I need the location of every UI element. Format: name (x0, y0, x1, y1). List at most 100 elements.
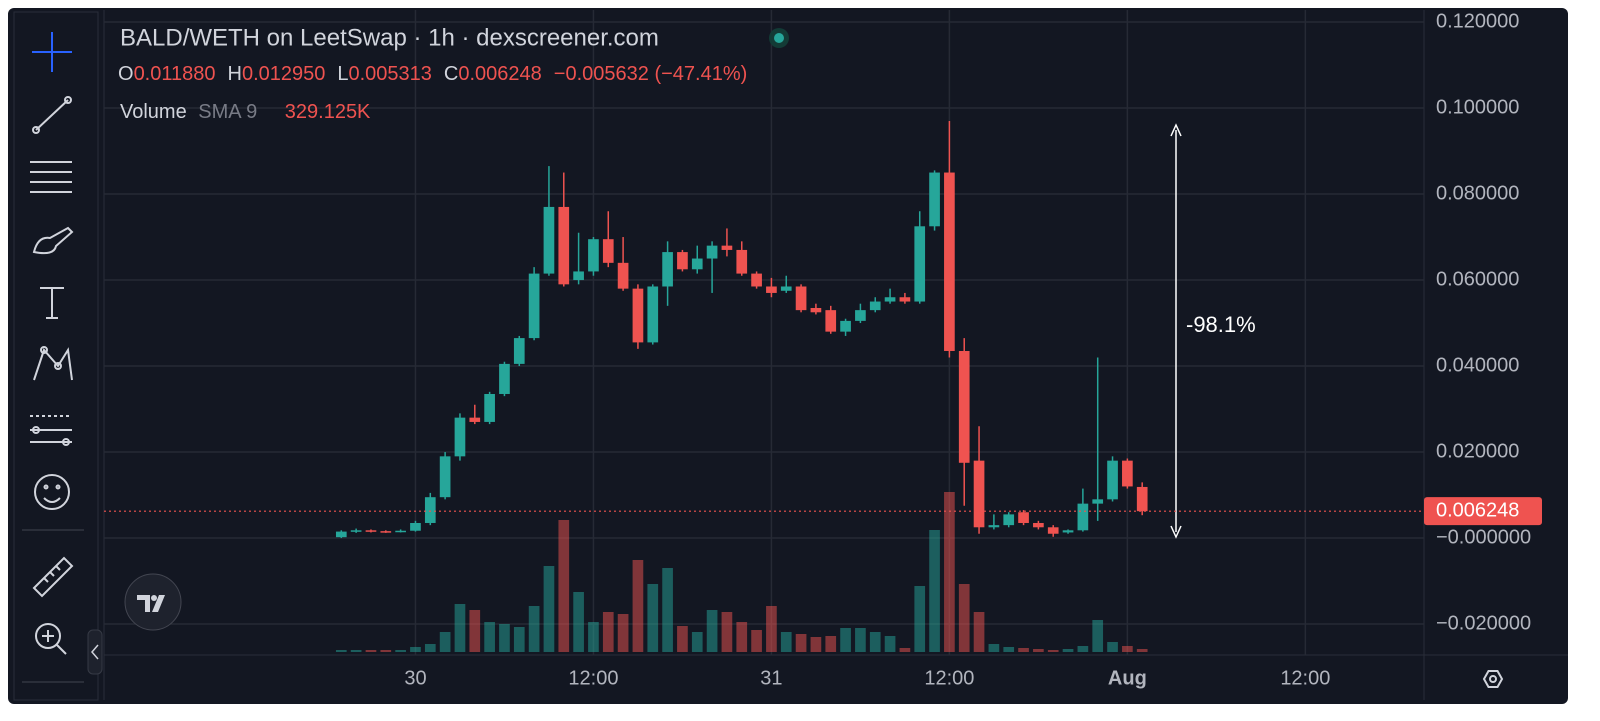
pattern-icon[interactable] (33, 346, 73, 381)
candle-body (1033, 522, 1044, 528)
volume-bar (573, 592, 584, 652)
volume-bar (721, 612, 733, 652)
volume-bar (543, 566, 555, 652)
candle-body (899, 297, 911, 302)
emoji-icon[interactable] (34, 474, 70, 510)
volume-name: Volume (120, 101, 187, 123)
candle-body (395, 530, 406, 533)
volume-bar (1077, 646, 1089, 652)
crosshair-icon[interactable] (32, 32, 72, 72)
zoom-icon[interactable] (35, 623, 67, 655)
candle-body (944, 172, 955, 351)
y-tick-label: 0.120000 (1436, 10, 1519, 32)
candle-body (350, 530, 362, 532)
volume-bar (1122, 646, 1133, 652)
x-tick-label: 31 (760, 667, 782, 689)
y-tick-label: 0.040000 (1436, 354, 1519, 376)
candle-body (647, 286, 659, 343)
volume-bar (914, 586, 926, 652)
ohlc-legend: O0.011880 H0.012950 L0.005313 C0.006248 −0.0… (118, 63, 747, 85)
settings-center[interactable] (1489, 675, 1497, 683)
candle-body (1136, 486, 1148, 512)
candle-body (454, 417, 466, 457)
volume-bar (766, 606, 777, 652)
candle-body (973, 460, 985, 528)
candle-body (929, 172, 940, 227)
volume-bar (424, 644, 436, 652)
volume-bar (499, 624, 510, 652)
candle-body (1107, 460, 1118, 500)
candle-body (499, 363, 510, 394)
volume-bar (454, 604, 466, 652)
candle-body (1077, 503, 1089, 531)
fib-icon[interactable] (30, 161, 72, 193)
candle-body (424, 497, 436, 523)
candle-body (1047, 527, 1059, 534)
candle-body (602, 239, 614, 263)
candle-body (662, 252, 673, 287)
candle-body (617, 262, 629, 289)
volume-bar (855, 628, 866, 652)
volume-bar (528, 606, 540, 652)
candle-body (380, 531, 392, 533)
ohlc-value: 0.005313 (349, 63, 432, 85)
collapse-arrow[interactable] (91, 644, 99, 660)
volume-bar (958, 584, 970, 652)
candle-body (1062, 530, 1074, 533)
collapse-toggle[interactable] (87, 629, 103, 675)
candle-body (677, 252, 688, 270)
logo-badge (124, 573, 182, 631)
volume-value: 329.125K (285, 101, 371, 123)
candle-body (588, 239, 599, 272)
x-tick-label: 30 (404, 667, 426, 689)
last-price-tag (1424, 497, 1542, 526)
settings-hex[interactable] (1482, 670, 1504, 688)
candle-body (365, 530, 377, 532)
candle-body (884, 297, 896, 302)
volume-bar (380, 650, 392, 652)
settings-icon[interactable] (1482, 670, 1504, 688)
candle-body (335, 531, 347, 538)
volume-bar (1018, 648, 1029, 652)
candle-body (513, 338, 525, 364)
ohlc-value: 0.012950 (242, 63, 325, 85)
volume-bar (840, 628, 851, 652)
candle-body (958, 350, 970, 463)
candle-body (825, 310, 837, 332)
ohlc-value: 0.011880 (134, 63, 216, 85)
trendline-icon[interactable] (32, 96, 72, 134)
candle-body (721, 245, 733, 250)
volume-bar (602, 612, 614, 652)
candle-body (736, 249, 748, 274)
candle-body (484, 393, 495, 422)
volume-bar (335, 650, 347, 652)
volume-bar (558, 520, 570, 652)
candle-body (810, 307, 822, 313)
ohlc-change: −0.005632 (−47.41%) (554, 63, 748, 85)
volume-bar (632, 560, 644, 652)
volume-bar (691, 632, 703, 652)
candle-body (632, 288, 644, 343)
candle-body (706, 245, 718, 259)
toolbar (13, 11, 99, 701)
volume-indicator: SMA 9 (198, 101, 257, 123)
volume-pane (335, 492, 1148, 652)
volume-bar (751, 630, 762, 652)
ruler-icon[interactable] (32, 556, 74, 598)
y-tick-label: 0.080000 (1436, 182, 1519, 204)
prediction-icon[interactable] (30, 415, 72, 446)
volume-bar (1136, 649, 1148, 652)
volume-bar (795, 634, 807, 652)
brush-icon[interactable] (32, 226, 74, 255)
measure-arrowheads (1170, 123, 1182, 539)
candle-body (573, 271, 584, 281)
candle-body (795, 286, 807, 311)
tv-logo (124, 573, 182, 631)
volume-bar (884, 636, 896, 652)
text-icon[interactable] (40, 287, 64, 319)
volume-bar (973, 612, 985, 652)
candle-body (840, 320, 851, 332)
candle-body (1092, 499, 1104, 504)
volume-bar (439, 632, 451, 652)
